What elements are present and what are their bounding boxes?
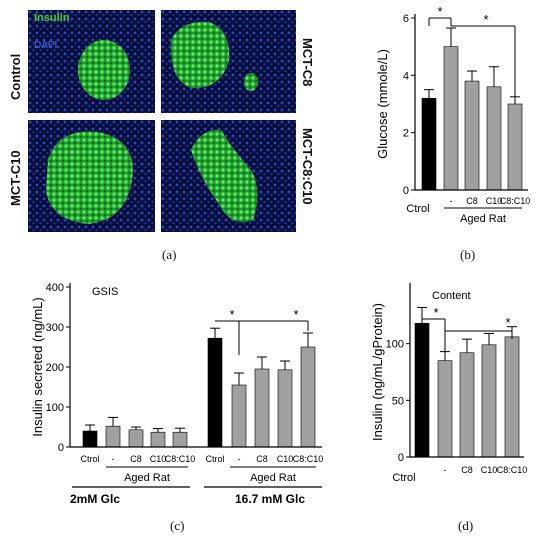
micrograph-mct-c8-c10-image bbox=[161, 120, 296, 232]
y-axis-label: Glucose (mmole/L) bbox=[375, 49, 390, 159]
micrograph-control-image bbox=[28, 10, 155, 113]
x-tick-label: Ctrol bbox=[392, 472, 415, 484]
x-tick-label: - bbox=[444, 465, 447, 475]
content-bar-3 bbox=[481, 344, 497, 458]
x-tick-label: C8 bbox=[256, 454, 268, 464]
x-tick-label: Ctrol bbox=[406, 203, 429, 215]
panel-b-label: (b) bbox=[460, 247, 476, 262]
x-tick-label: - bbox=[238, 454, 241, 464]
series-label: 16.7 mM Glc bbox=[235, 492, 305, 506]
x-tick-label: - bbox=[450, 196, 453, 206]
y-tick-label: 100 bbox=[46, 402, 64, 414]
content-bar-0 bbox=[414, 322, 430, 458]
x-tick-label: - bbox=[112, 454, 115, 464]
x-tick-label: C8:C10 bbox=[165, 454, 196, 464]
y-tick-label: 300 bbox=[46, 322, 64, 334]
legend-dapi: DAPI bbox=[34, 40, 58, 51]
group-label: Aged Rat bbox=[250, 472, 296, 484]
y-tick-label: 0 bbox=[58, 442, 64, 454]
low-glc-bar-3 bbox=[150, 431, 166, 448]
y-tick-label: 4 bbox=[403, 70, 409, 82]
high-glc-bar-2 bbox=[254, 368, 270, 448]
significance-star: * bbox=[505, 315, 510, 330]
y-tick-label: 2 bbox=[403, 128, 409, 140]
x-tick-label: C8:C10 bbox=[497, 465, 528, 475]
high-glc-bar-3 bbox=[277, 369, 293, 448]
group-label: Aged Rat bbox=[460, 213, 506, 225]
high-glc-bar-0 bbox=[207, 337, 223, 448]
y-tick-label: 400 bbox=[46, 282, 64, 294]
content-bar-2 bbox=[459, 352, 475, 458]
significance-star: * bbox=[433, 305, 438, 320]
low-glc-bar-2 bbox=[128, 429, 144, 448]
low-glc-bar-1 bbox=[105, 425, 121, 448]
y-tick-label: 200 bbox=[46, 362, 64, 374]
x-tick-label: C8 bbox=[461, 465, 473, 475]
row-label-mct-c10: MCT-C10 bbox=[8, 150, 23, 206]
x-tick-label: C10 bbox=[150, 454, 167, 464]
significance-star: * bbox=[483, 12, 488, 27]
micrograph-control bbox=[28, 10, 155, 113]
series-label: 2mM Glc bbox=[70, 492, 120, 506]
x-tick-label: C10 bbox=[277, 454, 294, 464]
x-tick-label: Ctrol bbox=[80, 454, 99, 464]
micrograph-mct-c8 bbox=[161, 10, 296, 113]
row-label-mct-c8-c10: MCT-C8:C10 bbox=[300, 128, 315, 205]
y-tick-label: 100 bbox=[386, 339, 404, 351]
x-tick-label: C8:C10 bbox=[500, 196, 531, 206]
y-axis-label: Insulin (ng/mL/gProtein) bbox=[370, 303, 385, 441]
low-glc-bar-4 bbox=[172, 431, 188, 448]
significance-star: * bbox=[437, 4, 442, 19]
row-label-mct-c8: MCT-C8 bbox=[300, 38, 315, 87]
significance-star: * bbox=[229, 307, 234, 322]
micrograph-mct-c8-c10 bbox=[161, 120, 296, 232]
high-glc-bar-4 bbox=[300, 346, 316, 448]
legend-insulin: Insulin bbox=[34, 12, 70, 24]
chart-title: Content bbox=[432, 290, 471, 302]
micrograph-mct-c10 bbox=[28, 120, 155, 232]
micrograph-mct-c10-image bbox=[28, 120, 155, 232]
y-tick-label: 50 bbox=[392, 395, 404, 407]
high-glc-bar-1 bbox=[231, 384, 247, 448]
significance-star: * bbox=[293, 307, 298, 322]
glucose-bar-0 bbox=[421, 97, 437, 191]
y-tick-label: 6 bbox=[403, 13, 409, 25]
low-glc-bar-0 bbox=[82, 430, 98, 448]
panel-c-label: (c) bbox=[170, 518, 185, 533]
glucose-bar-4 bbox=[507, 103, 523, 191]
panel-a-label: (a) bbox=[162, 247, 177, 262]
micrograph-mct-c8-image bbox=[161, 10, 296, 113]
row-label-control: Control bbox=[8, 53, 23, 100]
chart-title: GSIS bbox=[92, 286, 118, 298]
x-tick-label: C8:C10 bbox=[293, 454, 324, 464]
x-tick-label: C10 bbox=[481, 465, 498, 475]
group-label: Aged Rat bbox=[124, 472, 170, 484]
content-bar-1 bbox=[437, 360, 453, 458]
x-tick-label: C8 bbox=[466, 196, 478, 206]
y-axis-label: Insulin secreted (ng/mL) bbox=[30, 297, 45, 436]
y-tick-label: 0 bbox=[403, 185, 409, 197]
glucose-bar-3 bbox=[486, 86, 502, 191]
glucose-bar-2 bbox=[464, 80, 480, 191]
x-tick-label: C10 bbox=[486, 196, 503, 206]
x-tick-label: C8 bbox=[130, 454, 142, 464]
glucose-bar-1 bbox=[443, 46, 459, 191]
x-tick-label: Ctrol bbox=[205, 454, 224, 464]
y-tick-label: 0 bbox=[398, 452, 404, 464]
content-bar-4 bbox=[504, 336, 520, 458]
panel-d-label: (d) bbox=[458, 518, 474, 533]
